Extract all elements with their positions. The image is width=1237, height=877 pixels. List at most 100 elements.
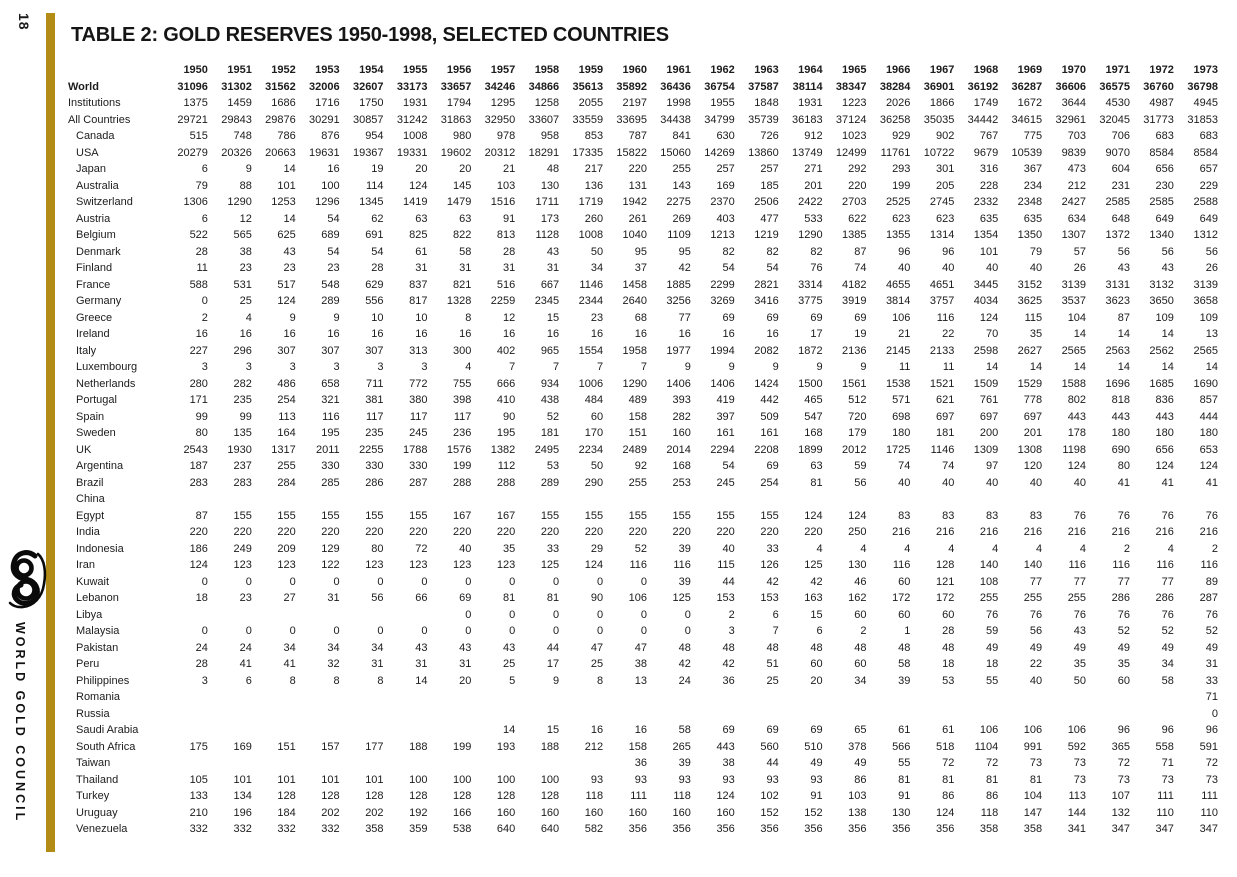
value-cell: 237 [233,460,252,472]
value-cell [867,689,911,706]
value-cell: 81 [1029,773,1043,786]
value-cell: 444 [1199,410,1218,423]
value-cell: 36 [722,674,735,687]
table-row-malaysia: Malaysia 0 0 0 0 0 0 0 0 0 0 0 0 3 7 6 2 1 28 59 56 43 52 52 52 [68,623,1218,640]
value-cell: 2012 [842,443,867,456]
value-cell: 44 [546,641,560,654]
value-cell: 13860 [748,146,779,159]
row-label: South Africa [76,740,136,753]
value-cell: 381 [365,394,384,406]
value-cell: 160 [584,806,604,819]
value-cell: 8 [596,674,604,687]
row-label: Netherlands [76,377,136,390]
table-row-spain: Spain 99 99 113 116 117 117 117 90 52 60 158 282 397 5… [68,409,1218,426]
value-cell: 31 [415,658,428,670]
value-cell [471,755,515,772]
value-cell: 216 [1023,526,1043,538]
value-cell: 69 [766,311,779,324]
year-header: 1961 [666,64,691,76]
table-row-taiwan: Taiwan 36 39 38 44 49 49 55 72 72 73 73 72 71 72 [68,755,1218,772]
value-cell: 52 [1205,625,1218,637]
value-cell: 307 [277,344,296,357]
value-cell: 2255 [359,443,384,456]
value-cell: 1561 [842,377,867,390]
value-cell: 292 [848,163,867,175]
value-cell: 1521 [929,377,955,390]
value-cell: 133 [189,790,208,802]
value-cell: 49 [1205,641,1218,654]
year-header: 1959 [578,64,604,76]
value-cell: 313 [409,344,428,357]
value-cell: 28 [942,625,955,637]
value-cell: 116 [892,559,911,571]
value-cell: 58 [1161,674,1174,687]
value-cell: 228 [979,179,999,192]
value-cell: 4655 [885,278,911,291]
value-cell: 14 [283,163,296,175]
value-cell: 0 [1211,707,1218,720]
value-cell: 72 [942,757,955,769]
value-cell: 518 [935,740,955,753]
value-cell: 1958 [622,344,647,357]
value-cell: 35739 [748,113,779,126]
value-cell: 1479 [446,196,472,208]
value-cell: 2703 [842,196,867,208]
value-cell [910,491,954,508]
value-cell: 397 [716,410,735,423]
value-cell: 181 [540,427,560,439]
value-cell: 1372 [1105,229,1130,241]
value-cell: 69 [810,311,823,324]
value-cell: 16 [722,328,735,340]
value-cell: 100 [409,773,428,786]
value-cell: 40 [1029,476,1043,489]
value-cell: 538 [453,823,472,835]
value-cell: 34 [283,641,296,654]
row-label: Romania [76,691,121,703]
value-cell: 16 [239,328,252,340]
value-cell [296,706,340,723]
value-cell [164,722,208,739]
value-cell: 443 [1155,410,1174,423]
value-cell: 42 [766,575,779,588]
value-cell: 73 [1073,757,1087,769]
value-cell: 14 [1161,328,1174,340]
value-cell: 1994 [710,344,735,357]
value-cell: 748 [233,130,252,142]
value-cell [427,706,471,723]
value-cell: 87 [195,509,208,522]
value-cell: 14 [1029,361,1043,373]
table-row-france: France 588 531 517 548 629 837 821 516 667 1146 145… [68,277,1218,294]
row-label: Ireland [76,328,110,340]
value-cell: 1312 [1193,229,1218,241]
value-cell: 20 [810,674,823,687]
value-cell: 307 [365,344,384,357]
table-row-russia: Russia 0 [68,706,1218,723]
value-cell: 118 [673,790,691,802]
value-cell: 40 [898,476,911,489]
value-cell: 15060 [660,146,691,159]
value-cell: 1008 [402,130,428,142]
value-cell: 9839 [1061,146,1087,159]
value-cell: 40 [1029,262,1043,274]
value-cell: 216 [1111,526,1130,538]
value-cell: 3919 [842,295,867,307]
value-cell: 80 [1117,460,1130,472]
value-cell [427,755,471,772]
value-cell: 21 [898,328,911,340]
value-cell: 24 [239,641,252,654]
value-cell: 188 [540,740,560,753]
value-cell: 117 [366,410,384,423]
value-cell: 9 [245,163,252,175]
value-cell: 99 [239,410,252,423]
value-cell: 115 [717,559,735,571]
value-cell: 265 [672,740,691,753]
value-cell: 9 [816,361,823,373]
value-cell: 775 [1023,130,1043,142]
value-cell: 49 [1073,641,1087,654]
value-cell: 48 [854,641,867,654]
value-cell: 220 [409,526,428,538]
table-row-indonesia: Indonesia 186 249 209 129 80 72 40 35 33 29 52 39 40 3… [68,541,1218,558]
value-cell: 106 [628,592,647,604]
value-cell: 0 [421,625,428,637]
value-cell: 958 [540,130,560,142]
